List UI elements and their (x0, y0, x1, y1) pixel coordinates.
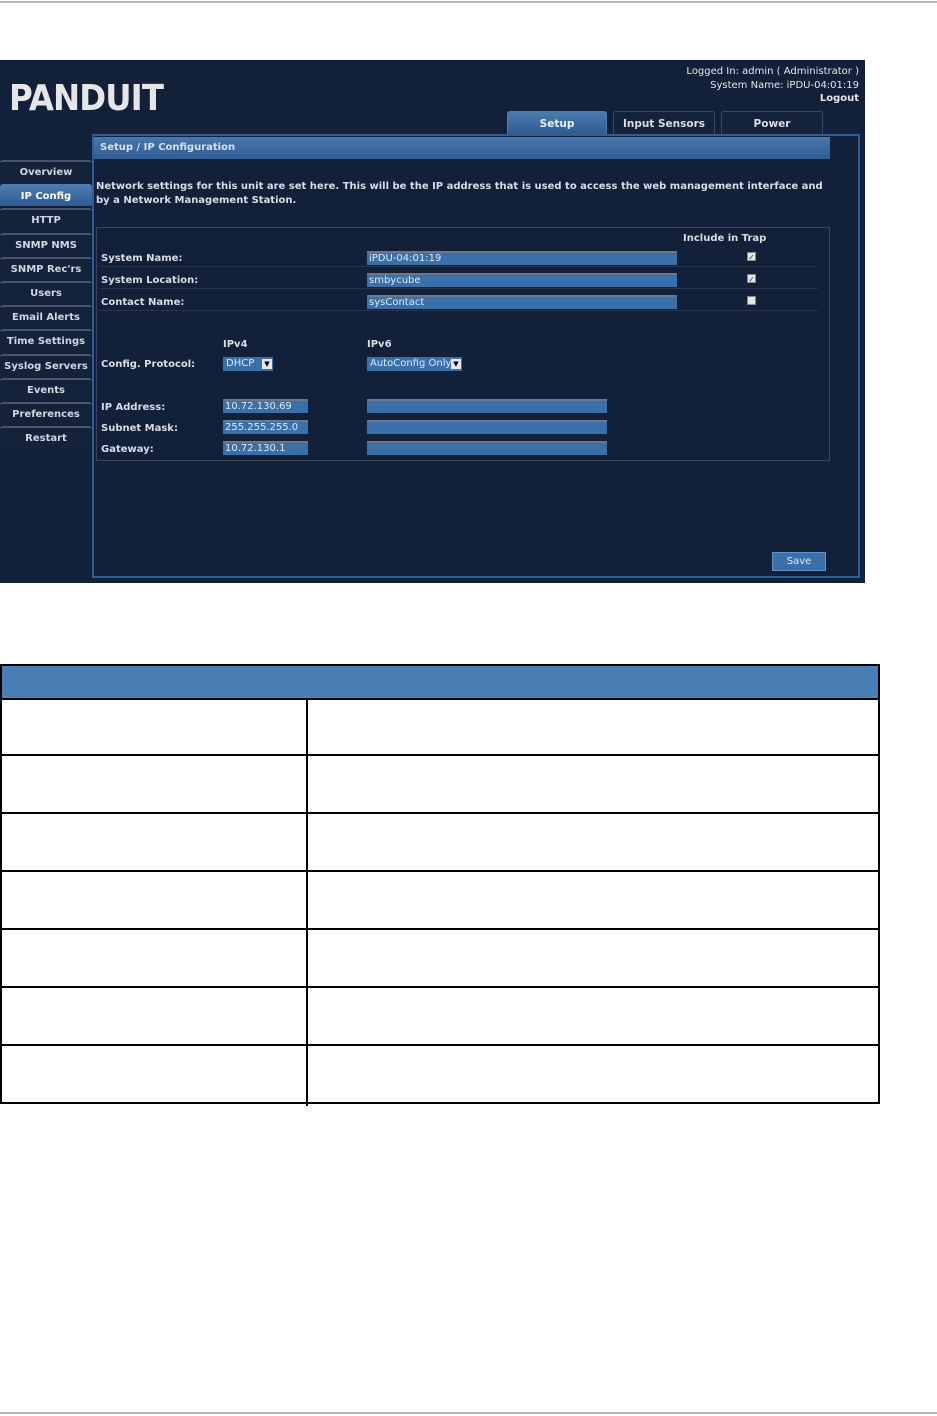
table-row (2, 814, 878, 872)
sidebar-item-http[interactable]: HTTP (0, 208, 92, 231)
content-panel (92, 134, 860, 578)
table-row (2, 988, 878, 1046)
chevron-down-icon: ▼ (451, 359, 461, 369)
field-label: Contact Name: (101, 297, 185, 308)
table-row (2, 872, 878, 930)
ip-row-label: Gateway: (101, 444, 154, 455)
page-top-rule (0, 1, 937, 3)
sidebar-item-overview[interactable]: Overview (0, 160, 92, 182)
chevron-down-icon: ▼ (262, 359, 272, 369)
sidebar-item-time-settings[interactable]: Time Settings (0, 329, 92, 352)
row-separator (98, 310, 818, 311)
table-row (2, 698, 878, 756)
panduit-screenshot: PANDUIT Logged In: admin ( Administrator… (0, 60, 865, 583)
trap-checkbox[interactable]: ✓ (747, 252, 756, 262)
include-in-trap-header: Include in Trap (683, 233, 767, 244)
tab-power[interactable]: Power (721, 111, 823, 134)
table-header (2, 666, 878, 700)
trap-checkbox[interactable]: ✓ (747, 274, 756, 284)
sidebar-item-preferences[interactable]: Preferences (0, 402, 92, 424)
ipv4-input[interactable]: 10.72.130.1 (223, 441, 308, 455)
trap-checkbox[interactable] (747, 296, 756, 305)
logout-link[interactable]: Logout (819, 93, 859, 104)
ipv6-input[interactable] (367, 399, 607, 413)
ipv4-protocol-value: DHCP (226, 358, 255, 369)
sidebar-item-restart[interactable]: Restart (0, 426, 92, 449)
sidebar-item-ip-config[interactable]: IP Config (0, 184, 92, 207)
user-info: Logged In: admin ( Administrator ) Syste… (686, 65, 859, 106)
tab-setup[interactable]: Setup (507, 111, 607, 134)
sidebar-item-events[interactable]: Events (0, 377, 92, 400)
ipv6-header: IPv6 (367, 339, 392, 350)
ipv6-protocol-select[interactable]: AutoConfig Only ▼ (367, 357, 462, 371)
table-row (2, 930, 878, 988)
ipv6-protocol-value: AutoConfig Only (370, 358, 452, 369)
form-table (96, 227, 830, 461)
sidebar-item-snmp-nms[interactable]: SNMP NMS (0, 232, 92, 255)
field-input[interactable]: sysContact (367, 295, 677, 309)
config-protocol-label: Config. Protocol: (101, 359, 196, 370)
page-bottom-rule (0, 1412, 937, 1414)
row-separator (98, 288, 818, 289)
ipv4-header: IPv4 (223, 339, 248, 350)
save-button[interactable]: Save (772, 552, 826, 571)
table-row (2, 756, 878, 814)
ipv4-input[interactable]: 10.72.130.69 (223, 399, 308, 413)
sidebar-item-email-alerts[interactable]: Email Alerts (0, 305, 92, 328)
field-label: System Name: (101, 253, 183, 264)
ip-row-label: IP Address: (101, 402, 166, 413)
ipv6-input[interactable] (367, 420, 607, 434)
description: Network settings for this unit are set h… (96, 181, 823, 206)
page-title: Setup / IP Configuration (94, 137, 830, 159)
column-divider (306, 698, 308, 1106)
system-name-text: System Name: iPDU-04:01:19 (710, 79, 859, 91)
ipv6-input[interactable] (367, 441, 607, 455)
logged-in-text: Logged In: admin ( Administrator ) (686, 66, 859, 77)
panduit-logo: PANDUIT (9, 78, 164, 119)
row-separator (98, 266, 818, 267)
tab-input-sensors[interactable]: Input Sensors (613, 111, 715, 134)
ip-row-label: Subnet Mask: (101, 423, 178, 434)
sidebar-item-users[interactable]: Users (0, 281, 92, 303)
sidebar-item-syslog-servers[interactable]: Syslog Servers (0, 353, 92, 376)
field-input[interactable]: smbycube (367, 273, 677, 287)
table-row (2, 1046, 878, 1104)
ipv4-protocol-select[interactable]: DHCP ▼ (223, 357, 273, 371)
sidebar-item-snmp-rec-rs[interactable]: SNMP Rec'rs (0, 256, 92, 279)
ipv4-input[interactable]: 255.255.255.0 (223, 420, 308, 434)
document-table (0, 664, 880, 1106)
field-input[interactable]: iPDU-04:01:19 (367, 251, 677, 265)
field-label: System Location: (101, 275, 199, 286)
